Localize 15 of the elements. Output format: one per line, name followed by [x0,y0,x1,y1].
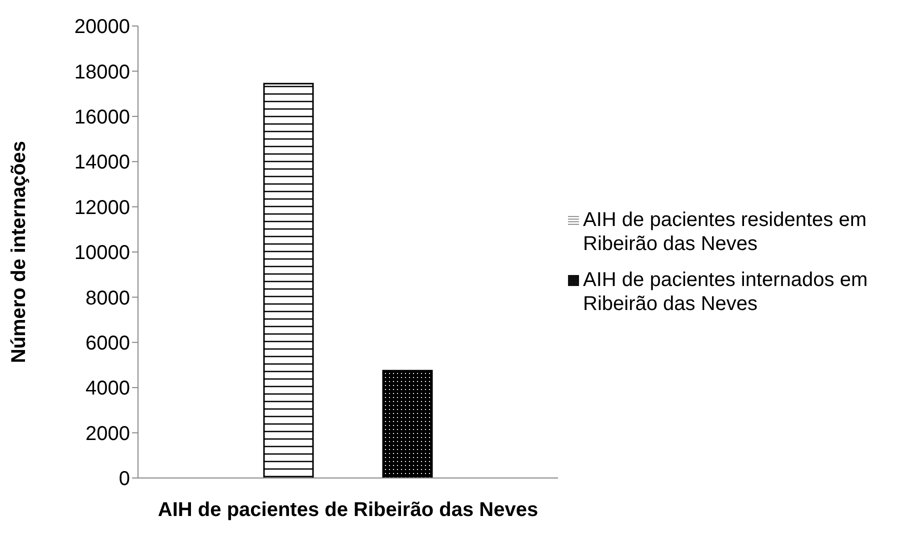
legend-label: AIH de pacientes internados em Ribeirão das Neves [583,268,869,316]
y-tick-label: 6000 [86,332,130,354]
y-tick-label: 14000 [74,152,130,174]
y-tick-label: 8000 [86,287,130,310]
y-tick-label: 20000 [74,16,130,38]
x-axis-title: AIH de pacientes de Ribeirão das Neves [158,499,538,521]
y-axis-title: Número de internações [8,140,30,364]
y-tick-label: 10000 [74,242,130,264]
y-tick-label: 12000 [74,196,130,219]
y-tick-label: 16000 [74,106,130,128]
y-tick-label: 4000 [86,378,130,400]
y-tick-label: 18000 [74,61,130,84]
y-tick-label: 0 [118,468,130,490]
legend-label: AIH de pacientes residentes em Ribeirão das Neves [583,208,868,256]
y-tick-label: 2000 [86,422,130,445]
